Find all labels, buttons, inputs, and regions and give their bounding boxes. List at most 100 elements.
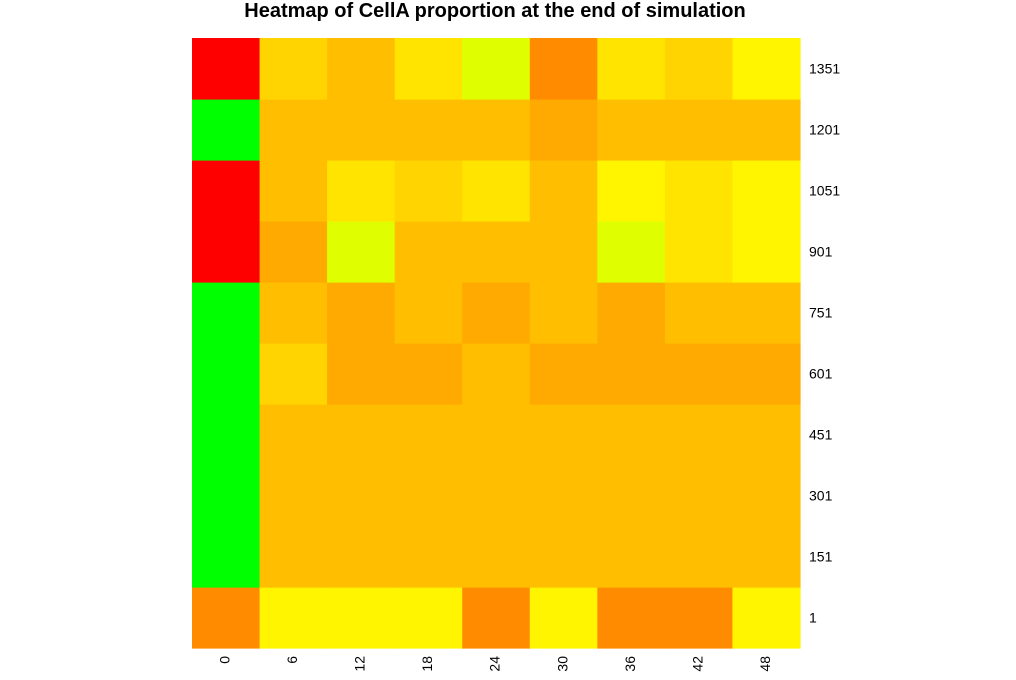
heatmap-cell bbox=[462, 99, 531, 161]
heatmap-cell bbox=[732, 587, 801, 649]
heatmap-cell bbox=[259, 221, 328, 283]
heatmap-cell bbox=[192, 99, 261, 161]
heatmap-cell bbox=[327, 404, 396, 466]
heatmap-cell bbox=[732, 99, 801, 161]
y-tick-label: 151 bbox=[809, 549, 833, 565]
heatmap-cell bbox=[394, 160, 463, 222]
heatmap-cell bbox=[529, 587, 598, 649]
heatmap-cell bbox=[732, 160, 801, 222]
heatmap-cell bbox=[732, 526, 801, 588]
heatmap-cell bbox=[597, 221, 666, 283]
heatmap-cell bbox=[259, 587, 328, 649]
x-tick-label: 42 bbox=[689, 656, 705, 672]
heatmap-cell bbox=[529, 221, 598, 283]
heatmap-cell bbox=[462, 587, 531, 649]
heatmap-cell bbox=[259, 38, 328, 100]
heatmap-cell bbox=[394, 99, 463, 161]
y-tick-label: 601 bbox=[809, 366, 833, 382]
heatmap-cell bbox=[462, 465, 531, 527]
heatmap-cell bbox=[597, 404, 666, 466]
heatmap-cell bbox=[394, 343, 463, 405]
heatmap-cell bbox=[192, 587, 261, 649]
heatmap-cell bbox=[597, 343, 666, 405]
heatmap-cell bbox=[462, 221, 531, 283]
heatmap-cell bbox=[597, 38, 666, 100]
heatmap-cell bbox=[529, 38, 598, 100]
y-tick-label: 301 bbox=[809, 488, 833, 504]
heatmap-cell bbox=[192, 221, 261, 283]
heatmap-cell bbox=[259, 404, 328, 466]
heatmap-cell bbox=[732, 282, 801, 344]
heatmap-cell bbox=[664, 99, 734, 161]
heatmap-cell bbox=[327, 160, 396, 222]
heatmap-cell bbox=[462, 343, 531, 405]
heatmap-cell bbox=[597, 282, 666, 344]
heatmap-cell bbox=[664, 38, 734, 100]
heatmap-cell bbox=[529, 99, 598, 161]
heatmap-cell bbox=[327, 221, 396, 283]
heatmap-cell bbox=[394, 465, 463, 527]
heatmap-cell bbox=[259, 526, 328, 588]
heatmap-cell bbox=[664, 587, 734, 649]
heatmap-cell bbox=[597, 587, 666, 649]
y-tick-label: 1201 bbox=[809, 122, 840, 138]
heatmap-cell bbox=[664, 404, 734, 466]
heatmap-cells bbox=[192, 38, 801, 649]
heatmap-cell bbox=[732, 343, 801, 405]
heatmap-cell bbox=[529, 282, 598, 344]
y-tick-label: 1051 bbox=[809, 183, 840, 199]
heatmap-cell bbox=[529, 526, 598, 588]
heatmap-cell bbox=[597, 160, 666, 222]
heatmap-cell bbox=[732, 465, 801, 527]
heatmap-cell bbox=[462, 38, 531, 100]
heatmap-cell bbox=[529, 404, 598, 466]
y-tick-label: 1351 bbox=[809, 61, 840, 77]
x-axis-labels: 0 6 12 18 24 30 36 42 48 bbox=[216, 656, 772, 672]
heatmap-cell bbox=[259, 343, 328, 405]
heatmap-cell bbox=[462, 282, 531, 344]
heatmap-cell bbox=[462, 526, 531, 588]
heatmap-cell bbox=[394, 526, 463, 588]
x-tick-label: 12 bbox=[352, 656, 368, 672]
heatmap-cell bbox=[192, 404, 261, 466]
x-tick-label: 24 bbox=[487, 656, 503, 672]
y-axis-labels: 1 151 301 451 601 751 901 1051 1201 1351 bbox=[809, 61, 840, 626]
heatmap-cell bbox=[327, 587, 396, 649]
x-tick-label: 48 bbox=[757, 656, 773, 672]
x-tick-label: 6 bbox=[284, 656, 300, 664]
heatmap-cell bbox=[664, 160, 734, 222]
heatmap-cell bbox=[327, 282, 396, 344]
heatmap-cell bbox=[327, 99, 396, 161]
heatmap-cell bbox=[259, 160, 328, 222]
heatmap-cell bbox=[259, 282, 328, 344]
heatmap-cell bbox=[394, 587, 463, 649]
heatmap-cell bbox=[327, 343, 396, 405]
heatmap-cell bbox=[664, 221, 734, 283]
heatmap-cell bbox=[394, 221, 463, 283]
heatmap-cell bbox=[192, 343, 261, 405]
heatmap-cell bbox=[462, 160, 531, 222]
heatmap-cell bbox=[394, 404, 463, 466]
heatmap-cell bbox=[192, 526, 261, 588]
y-tick-label: 451 bbox=[809, 427, 833, 443]
x-tick-label: 0 bbox=[216, 656, 232, 664]
heatmap-cell bbox=[259, 465, 328, 527]
chart-title: Heatmap of CellA proportion at the end o… bbox=[244, 0, 746, 22]
heatmap-cell bbox=[529, 160, 598, 222]
heatmap-cell bbox=[529, 465, 598, 527]
heatmap-cell bbox=[732, 404, 801, 466]
y-tick-label: 751 bbox=[809, 305, 833, 321]
heatmap-cell bbox=[327, 465, 396, 527]
heatmap-cell bbox=[664, 465, 734, 527]
heatmap-cell bbox=[664, 343, 734, 405]
heatmap-cell bbox=[529, 343, 598, 405]
x-tick-label: 30 bbox=[554, 656, 570, 672]
heatmap-cell bbox=[192, 465, 261, 527]
heatmap-cell bbox=[597, 99, 666, 161]
heatmap-cell bbox=[394, 282, 463, 344]
heatmap-cell bbox=[259, 99, 328, 161]
x-tick-label: 36 bbox=[622, 656, 638, 672]
heatmap-cell bbox=[664, 282, 734, 344]
heatmap-cell bbox=[327, 526, 396, 588]
